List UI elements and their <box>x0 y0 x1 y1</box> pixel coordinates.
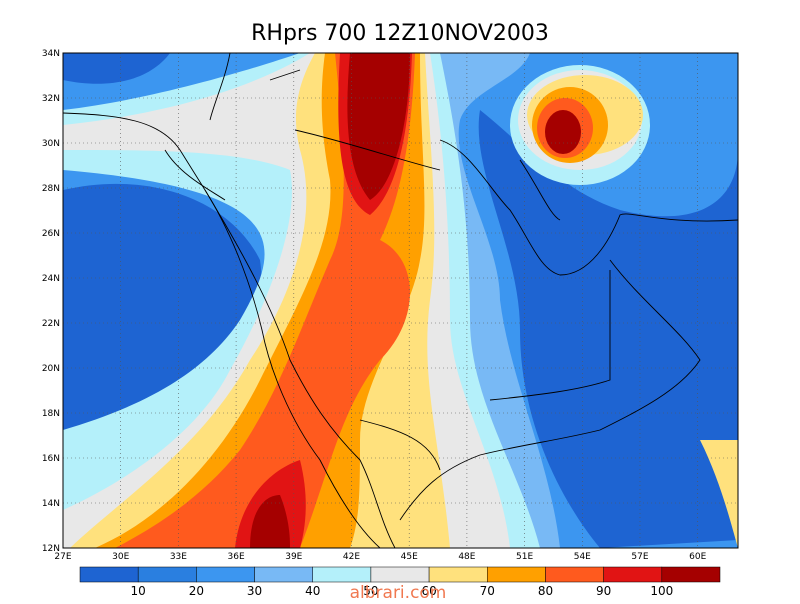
x-tick-label: 33E <box>170 552 187 562</box>
x-tick-label: 45E <box>401 552 418 562</box>
colorbar-swatch <box>254 566 313 583</box>
x-tick-label: 48E <box>458 552 475 562</box>
y-tick-label: 30N <box>42 139 60 149</box>
colorbar-label: 10 <box>131 584 146 598</box>
colorbar-label: 100 <box>650 584 673 598</box>
colorbar-swatch <box>487 566 546 583</box>
watermark: albrari.com <box>350 583 447 600</box>
grid-lines <box>63 53 738 548</box>
x-tick-label: 42E <box>343 552 360 562</box>
y-tick-label: 16N <box>42 454 60 464</box>
colorbar-swatch <box>196 566 255 583</box>
y-tick-label: 20N <box>42 364 60 374</box>
colorbar-swatch <box>603 566 663 583</box>
x-tick-label: 60E <box>689 552 706 562</box>
x-tick-label: 30E <box>112 552 129 562</box>
colorbar-swatch <box>545 566 604 583</box>
y-tick-label: 28N <box>42 184 60 194</box>
y-tick-label: 24N <box>42 274 60 284</box>
colorbar-label: 50 <box>363 584 378 598</box>
colorbar-swatch <box>370 566 430 583</box>
colorbar-swatch <box>137 566 197 583</box>
y-tick-label: 14N <box>42 499 60 509</box>
y-tick-label: 34N <box>42 49 60 59</box>
humidity-field <box>63 53 738 548</box>
colorbar-label: 70 <box>480 584 495 598</box>
x-tick-label: 39E <box>285 552 302 562</box>
coastlines <box>63 53 738 548</box>
colorbar-swatch <box>79 566 139 583</box>
colorbar-label: 80 <box>538 584 553 598</box>
y-tick-label: 26N <box>42 229 60 239</box>
colorbar-swatch <box>661 566 721 583</box>
y-tick-label: 18N <box>42 409 60 419</box>
x-tick-label: 27E <box>54 552 71 562</box>
x-tick-label: 57E <box>631 552 648 562</box>
y-tick-label: 12N <box>42 544 60 554</box>
x-tick-label: 51E <box>516 552 533 562</box>
y-tick-label: 22N <box>42 319 60 329</box>
colorbar-label: 40 <box>305 584 320 598</box>
colorbar-label: 20 <box>189 584 204 598</box>
y-tick-label: 32N <box>42 94 60 104</box>
x-tick-label: 54E <box>574 552 591 562</box>
colorbar-label: 60 <box>421 584 436 598</box>
x-tick-label: 36E <box>228 552 245 562</box>
map-frame <box>62 52 739 549</box>
colorbar-label: 90 <box>596 584 611 598</box>
colorbar-label: 30 <box>247 584 262 598</box>
map-title: RHprs 700 12Z10NOV2003 <box>251 21 549 46</box>
colorbar: 10 20 30 40 50 60 70 80 90 100 <box>79 566 721 598</box>
axis-labels: 27E 30E 33E 36E 39E 42E 45E 48E 51E 54E 57E 60E 12N 1… <box>42 49 707 562</box>
colorbar-swatch <box>428 566 488 583</box>
colorbar-swatch <box>312 566 372 583</box>
